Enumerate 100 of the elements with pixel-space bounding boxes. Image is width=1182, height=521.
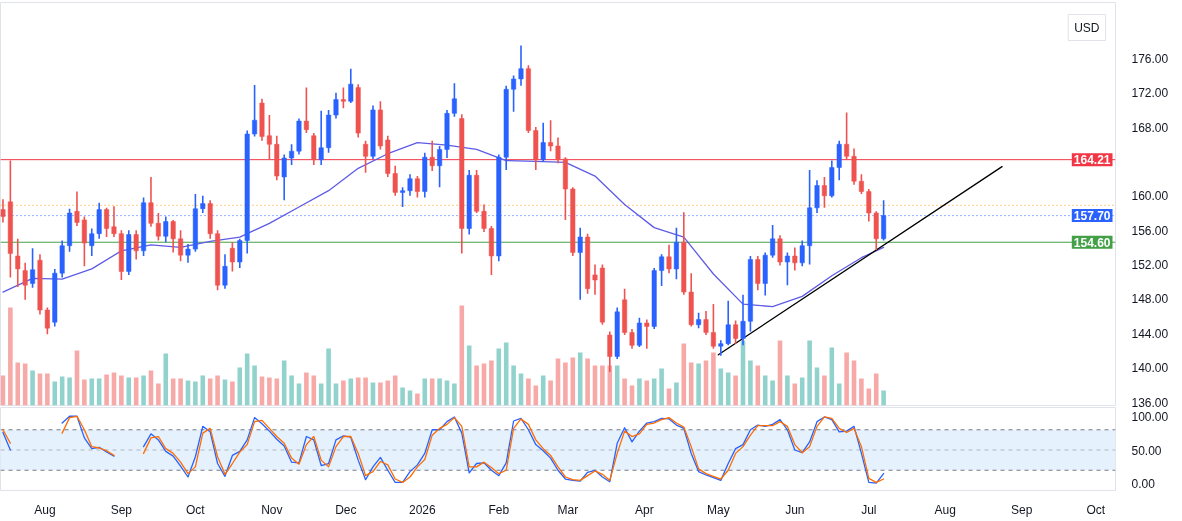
bar xyxy=(836,383,842,406)
bar xyxy=(696,363,701,406)
candlestick xyxy=(844,111,850,160)
bar xyxy=(378,382,383,406)
candlestick xyxy=(340,86,346,109)
x-tick-label: Dec xyxy=(335,502,357,517)
line-series xyxy=(2,141,885,308)
bar xyxy=(422,378,428,406)
bar xyxy=(748,360,753,406)
bar xyxy=(289,375,294,406)
candlestick xyxy=(348,67,354,104)
bar xyxy=(215,375,220,406)
bar xyxy=(415,393,420,406)
candlestick xyxy=(303,86,309,134)
candlestick xyxy=(266,114,272,160)
candlestick xyxy=(792,246,798,272)
bar xyxy=(126,377,132,406)
bar xyxy=(237,367,243,406)
bar xyxy=(637,378,642,406)
y-tick-label: 156.00 xyxy=(1131,223,1169,238)
y-tick-label: 176.00 xyxy=(1131,51,1169,66)
candlestick xyxy=(429,140,435,172)
candlestick xyxy=(866,188,872,223)
bar xyxy=(844,352,849,406)
candlestick xyxy=(414,175,420,199)
bar xyxy=(711,352,716,406)
bar xyxy=(400,387,405,406)
x-tick-label: Aug xyxy=(34,502,56,517)
candlestick xyxy=(784,251,790,286)
candlestick xyxy=(252,84,258,138)
bar xyxy=(807,340,812,406)
x-tick-label: Aug xyxy=(934,502,956,517)
candlestick xyxy=(644,318,650,350)
bar xyxy=(600,365,605,406)
candlestick xyxy=(858,173,864,195)
y-tick-label: 100.00 xyxy=(1131,409,1169,424)
bar xyxy=(156,383,161,406)
bar xyxy=(489,360,494,406)
candlestick xyxy=(703,310,709,336)
bar xyxy=(178,378,183,406)
candlestick xyxy=(170,219,176,254)
y-tick-label: 160.00 xyxy=(1131,189,1169,204)
candlestick xyxy=(629,328,635,350)
bar xyxy=(348,378,354,406)
annotation: USD xyxy=(1074,20,1100,35)
bar xyxy=(52,381,58,406)
bar xyxy=(563,362,568,406)
ref-line-label: 164.21 xyxy=(1073,153,1111,168)
x-tick-label: Feb xyxy=(488,502,510,517)
candlestick xyxy=(22,262,28,301)
bar xyxy=(30,370,35,406)
bar xyxy=(622,378,627,406)
y-tick-label: 148.00 xyxy=(1131,292,1169,307)
bar xyxy=(762,375,768,406)
candlestick xyxy=(363,140,369,174)
bar xyxy=(230,381,235,406)
y-tick-label: 136.00 xyxy=(1131,395,1169,410)
bar xyxy=(437,378,442,406)
y-tick-label: 0.00 xyxy=(1131,477,1156,492)
x-tick-label: Oct xyxy=(186,502,206,517)
candlestick xyxy=(733,319,739,345)
x-tick-label: 2026 xyxy=(408,502,436,517)
bar xyxy=(252,365,257,406)
candlestick xyxy=(821,176,827,209)
bar xyxy=(200,375,206,406)
x-tick-label: Jun xyxy=(785,502,805,517)
bar xyxy=(304,372,309,406)
ref-line-label: 154.60 xyxy=(1073,235,1111,250)
candlestick xyxy=(548,119,554,152)
candlestick xyxy=(318,109,324,166)
y-tick-label: 144.00 xyxy=(1131,326,1169,341)
x-tick-label: Jul xyxy=(861,502,877,517)
bar xyxy=(326,348,331,406)
candlestick xyxy=(540,122,546,163)
bar xyxy=(474,365,479,406)
candlestick xyxy=(710,303,716,350)
bar xyxy=(822,375,827,406)
y-tick-label: 172.00 xyxy=(1131,86,1169,101)
candlestick xyxy=(333,91,339,120)
y-tick-label: 140.00 xyxy=(1131,361,1169,376)
bar xyxy=(770,380,775,406)
bar xyxy=(311,375,317,406)
bar xyxy=(274,378,280,406)
candlestick xyxy=(74,190,80,227)
candlestick xyxy=(229,241,235,273)
y-tick-label: 152.00 xyxy=(1131,258,1169,273)
bar xyxy=(363,377,368,406)
candlestick xyxy=(881,199,887,242)
candlestick xyxy=(111,205,117,238)
candlestick xyxy=(44,306,50,335)
candlestick xyxy=(222,253,228,290)
x-tick-label: Apr xyxy=(635,502,654,517)
bar xyxy=(785,375,790,406)
bar xyxy=(674,382,679,406)
bar xyxy=(141,375,146,406)
candlestick xyxy=(636,317,642,348)
bar xyxy=(163,353,169,406)
candlestick xyxy=(451,82,457,118)
candlestick xyxy=(481,203,487,233)
candlestick xyxy=(814,179,820,214)
